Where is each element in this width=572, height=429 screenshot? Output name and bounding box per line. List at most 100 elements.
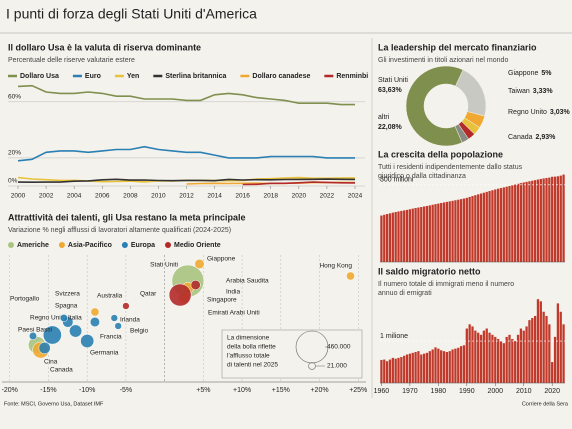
bar [391, 212, 394, 262]
slice-value: 63,63% [378, 87, 403, 94]
bar [522, 182, 525, 262]
bar [505, 186, 508, 262]
x-tick-label: -20% [2, 387, 18, 394]
size-legend-box [221, 329, 363, 379]
bar [442, 351, 446, 383]
bar [414, 208, 417, 262]
x-tick-label: 2000 [11, 193, 26, 200]
x-tick-label: +5% [196, 387, 210, 394]
bar [514, 341, 517, 383]
bar [428, 351, 431, 383]
bar [383, 359, 386, 383]
slice-value: 3,03% [550, 109, 571, 116]
series-line [242, 181, 356, 186]
bubble-label: Svizzera [55, 291, 80, 298]
legend-label: Sterlina britannica [165, 73, 226, 80]
bar [519, 328, 523, 383]
publisher: Corriere della Sera [522, 401, 569, 407]
bar [408, 353, 412, 383]
x-tick-label: 2024 [348, 193, 363, 200]
bubble-label: Qatar [140, 291, 157, 298]
bar [479, 334, 483, 383]
bubble-label: Cina [44, 359, 58, 366]
bar [391, 357, 394, 383]
bar [414, 351, 417, 383]
bar [388, 359, 392, 383]
bar [559, 311, 562, 383]
bubble-label: Stati Uniti [150, 262, 178, 269]
slice-value: 22,08% [378, 124, 403, 131]
source: Fonte: MSCI, Governo Usa, Dataset IMF [4, 401, 104, 407]
bar [454, 200, 457, 262]
x-tick-label: 2018 [264, 193, 279, 200]
bar [511, 339, 514, 383]
bar [457, 199, 460, 262]
bar [491, 334, 494, 383]
chart-title: Il saldo migratorio netto [378, 266, 481, 276]
bubble [90, 307, 100, 317]
bar [508, 186, 511, 262]
legend-label: Europa [131, 242, 155, 249]
bar [403, 210, 406, 262]
bar [516, 183, 520, 262]
chart-subtitle: Il numero totale di immigrati meno il nu… [378, 281, 514, 288]
bar [462, 198, 466, 262]
x-tick-label: 2012 [179, 193, 194, 200]
bubble-label: Giappone [207, 256, 236, 263]
bubble-label: Francia [100, 334, 122, 341]
bar [482, 192, 486, 262]
x-tick-label: +20% [310, 387, 328, 394]
bar [551, 362, 554, 383]
x-tick-label: 1990 [459, 388, 475, 395]
bubble-label: Germania [90, 350, 119, 357]
slice-value: 5% [541, 70, 552, 77]
bubble [110, 314, 118, 322]
legend-swatch [58, 242, 65, 248]
bubble [59, 314, 68, 322]
bubble-label: Regno Unito [30, 315, 67, 322]
bar [488, 191, 491, 262]
bar [420, 206, 423, 262]
bubble [168, 283, 192, 307]
y-tick-label: 300 milioni [380, 177, 414, 184]
x-tick-label: -10% [79, 387, 95, 394]
bar [531, 180, 534, 262]
page-title: I punti di forza degli Stati Uniti d'Ame… [6, 6, 257, 22]
y-tick-label: 0% [8, 178, 18, 185]
bar [434, 204, 437, 262]
legend-label: Americhe [17, 242, 49, 249]
x-tick-label: 2010 [151, 193, 166, 200]
bubble-label: Canada [50, 367, 73, 374]
size-legend-label: 460.000 [327, 344, 351, 351]
bubble [190, 280, 201, 290]
bar [488, 332, 491, 383]
bar [502, 187, 505, 262]
legend-label: Renminbi [336, 73, 368, 80]
bar [536, 179, 540, 262]
bar [403, 355, 406, 383]
bar [385, 214, 389, 262]
bar [417, 207, 420, 262]
chart-subtitle: giuridico o dalla cittadinanza [378, 173, 466, 180]
bubble [69, 324, 83, 338]
chart-title: La leadership del mercato finanziario [378, 42, 537, 52]
chart-title: Attrattività dei talenti, gli Usa restan… [8, 212, 246, 222]
bubble-label: Singapore [207, 297, 237, 304]
x-tick-label: 2014 [207, 193, 222, 200]
bar [411, 352, 414, 383]
bubble-label: Portogallo [10, 296, 40, 303]
chart-title: Il dollaro Usa è la valuta di riserva do… [8, 42, 201, 52]
bar [462, 345, 466, 383]
bubble-label: India [226, 289, 240, 296]
bar [400, 357, 403, 383]
bar [562, 174, 565, 262]
bar [539, 178, 542, 262]
bar [385, 361, 389, 383]
series-line [17, 145, 355, 162]
bubble-label: Paesi Bassi [18, 327, 52, 334]
bar [468, 196, 471, 262]
bar [519, 183, 523, 262]
bar [448, 351, 451, 383]
bar [533, 315, 537, 383]
